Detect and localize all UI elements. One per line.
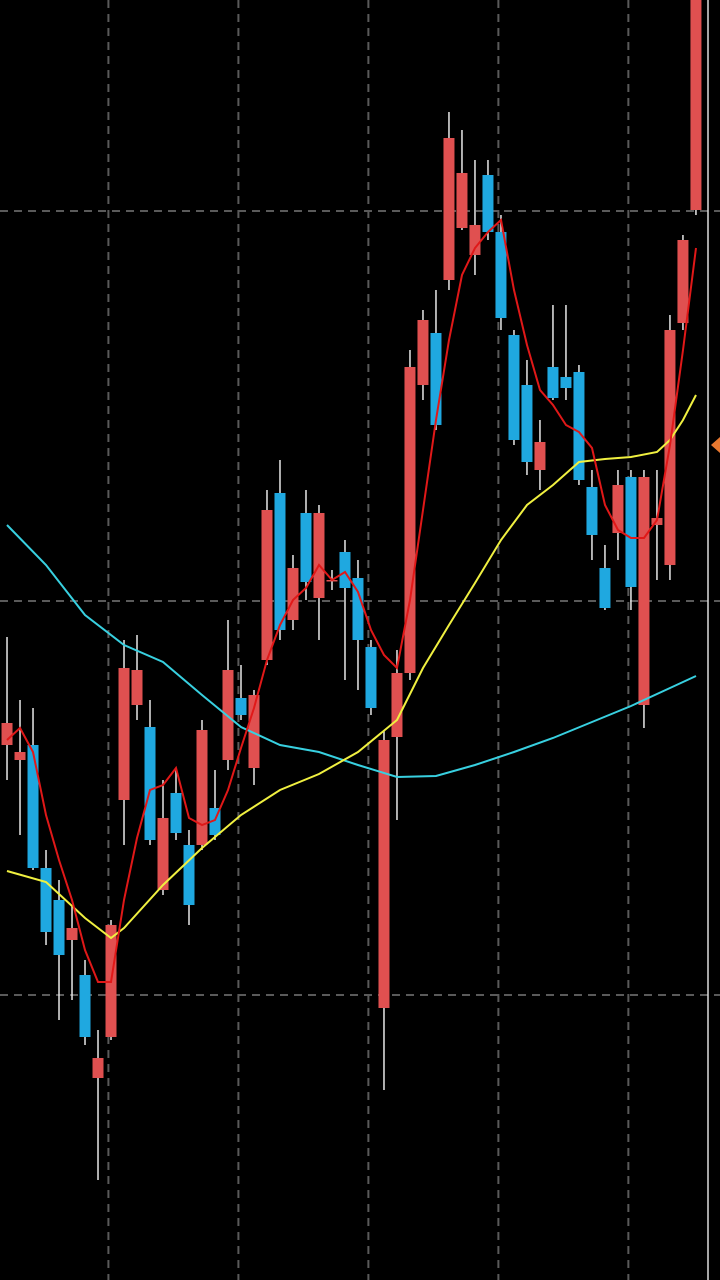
candle-body (417, 320, 429, 385)
candle-body (287, 568, 299, 620)
moving-average-line (6, 524, 697, 779)
moving-average-line (6, 394, 697, 940)
candle-body (339, 552, 351, 588)
candle-body (495, 232, 507, 318)
candle-body (248, 695, 260, 768)
candle-body (1, 723, 13, 745)
candle-body (625, 477, 637, 587)
candle-body (300, 513, 312, 582)
candle-body (690, 0, 702, 210)
candle-body (599, 568, 611, 608)
candle-body (222, 670, 234, 760)
candle-body (378, 740, 390, 1008)
price-marker (711, 437, 720, 453)
plot (1, 0, 702, 1180)
candle-body (404, 367, 416, 673)
candle-body (469, 225, 481, 255)
candle-body (612, 485, 624, 533)
candle-body (638, 477, 650, 705)
candle-body (14, 752, 26, 760)
candle-body (677, 240, 689, 323)
candle-body (352, 578, 364, 640)
candle-body (274, 493, 286, 630)
candle-body (53, 900, 65, 955)
candle-body (209, 808, 221, 835)
candle-body (560, 377, 572, 388)
candle-body (170, 793, 182, 833)
candle-body (547, 367, 559, 398)
candle-body (183, 845, 195, 905)
candle-body (443, 138, 455, 280)
candle-body (66, 928, 78, 940)
candle-body (144, 727, 156, 840)
candle-body (261, 510, 273, 660)
candle-body (586, 487, 598, 535)
moving-average-line (6, 218, 697, 983)
candle-body (157, 818, 169, 890)
candle-body (456, 173, 468, 228)
candle-body (40, 868, 52, 932)
candle-body (508, 335, 520, 440)
candle-body (79, 975, 91, 1037)
candle-body (27, 745, 39, 868)
candle-body (521, 385, 533, 462)
candle-body (235, 698, 247, 715)
candle-body (430, 333, 442, 425)
candle-body (573, 372, 585, 480)
candle-body (92, 1058, 104, 1078)
candle-body (131, 670, 143, 705)
candle-body (391, 673, 403, 737)
candle-body (313, 513, 325, 598)
candle-body (365, 647, 377, 708)
candle-body (534, 442, 546, 470)
candle-body (118, 668, 130, 800)
candle-body (196, 730, 208, 845)
candle-body (482, 175, 494, 232)
